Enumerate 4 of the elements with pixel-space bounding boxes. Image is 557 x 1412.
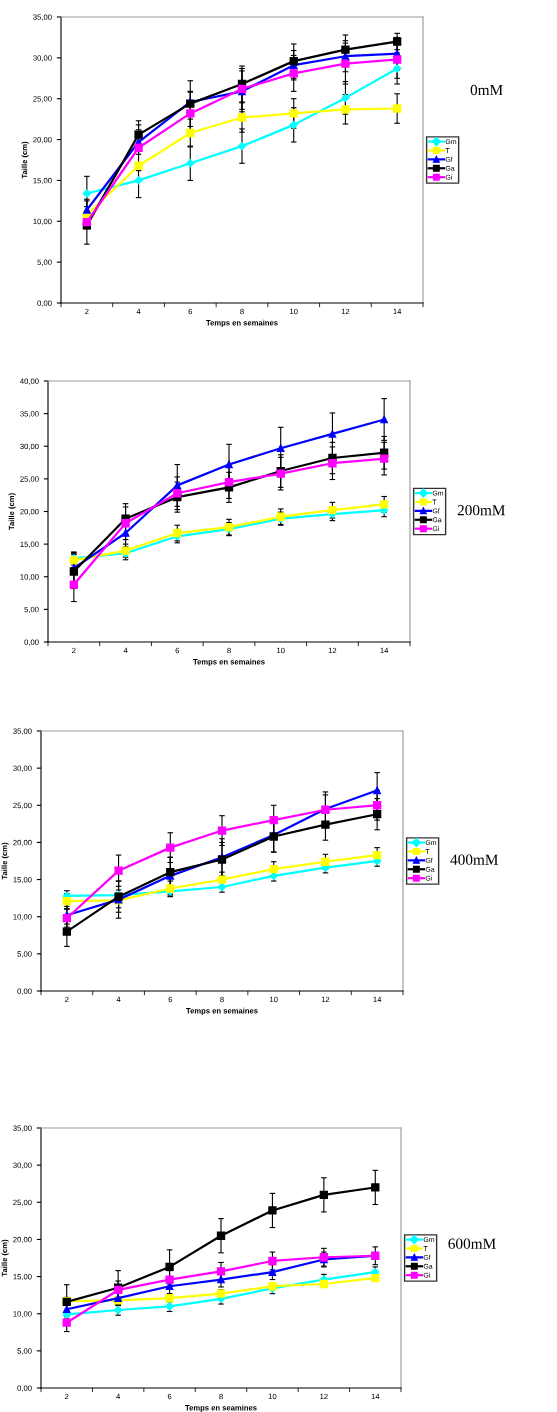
text: 600mM: [448, 1238, 496, 1249]
text: 200mM: [457, 505, 505, 516]
text: 400mM: [450, 854, 498, 865]
text: 0mM: [470, 84, 503, 96]
